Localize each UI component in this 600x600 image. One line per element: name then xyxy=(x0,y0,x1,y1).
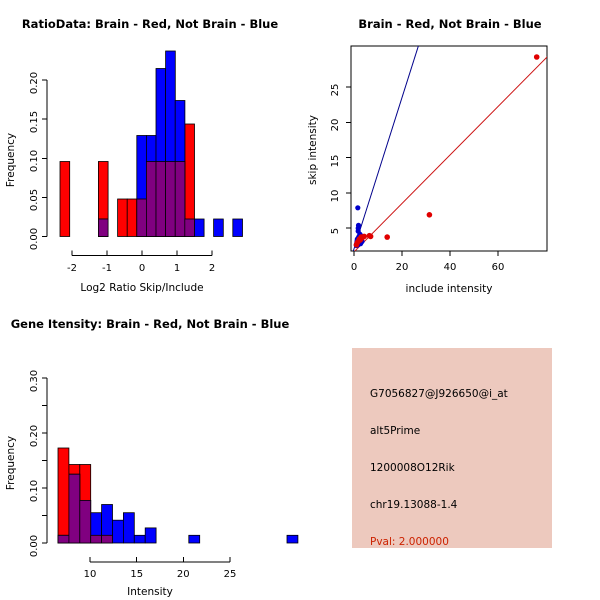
ratio-bars-overlap xyxy=(98,161,195,237)
ratio-histogram-svg: 0.00 0.05 0.10 0.15 0.20 Frequency xyxy=(5,50,243,294)
scatter-points-red xyxy=(353,54,540,248)
xtick-0: 0 xyxy=(139,263,145,274)
gene-xtick-25: 25 xyxy=(224,569,237,580)
xtick-1: 1 xyxy=(174,263,180,274)
scatter-ytick-15: 15 xyxy=(330,155,341,168)
scatter-xtick-20: 20 xyxy=(396,262,409,273)
scatter-xtick-0: 0 xyxy=(351,262,357,273)
scatter-xtick-40: 40 xyxy=(444,262,457,273)
gene-intensity-histogram-title: Gene Itensity: Brain - Red, Not Brain - … xyxy=(10,317,290,331)
ytick-0.00: 0.00 xyxy=(29,228,40,250)
gene-info-panel: G7056827@J926650@i_at alt5Prime 1200008O… xyxy=(300,300,600,600)
ytick-0.15: 0.15 xyxy=(29,111,40,133)
gene-ytick-0.00: 0.00 xyxy=(29,535,40,557)
gene-ytick-0.10: 0.10 xyxy=(29,480,40,502)
gene-intensity-ylabel: Frequency xyxy=(5,436,17,490)
gene-xtick-10: 10 xyxy=(84,569,97,580)
xtick--1: -1 xyxy=(102,263,112,274)
gene-intensity-histogram-svg: 0.00 0.10 0.20 0.30 Frequency xyxy=(5,370,299,598)
ytick-0.20: 0.20 xyxy=(29,72,40,94)
gene-ytick-0.30: 0.30 xyxy=(29,370,40,392)
xtick--2: -2 xyxy=(67,263,77,274)
scatter-ytick-10: 10 xyxy=(330,190,341,203)
gene-info-box: G7056827@J926650@i_at alt5Prime 1200008O… xyxy=(352,348,552,548)
scatter-fit-lines xyxy=(352,46,547,251)
gene-xtick-20: 20 xyxy=(177,569,190,580)
scatter-ytick-25: 25 xyxy=(330,84,341,97)
scatter-ytick-5: 5 xyxy=(330,228,341,234)
ratio-histogram-panel: RatioData: Brain - Red, Not Brain - Blue… xyxy=(0,0,300,300)
gene-xtick-15: 15 xyxy=(130,569,143,580)
info-locus: chr19.13088-1.4 xyxy=(370,499,458,511)
scatter-svg: 5 10 15 20 25 skip intensity xyxy=(307,45,548,295)
scatter-ylabel: skip intensity xyxy=(307,115,319,185)
info-gene-symbol: 1200008O12Rik xyxy=(370,462,455,474)
gene-intensity-histogram-panel: Gene Itensity: Brain - Red, Not Brain - … xyxy=(0,300,300,600)
scatter-title: Brain - Red, Not Brain - Blue xyxy=(358,17,542,31)
scatter-xlabel: include intensity xyxy=(406,283,493,295)
info-pval: Pval: 2.000000 xyxy=(370,536,449,548)
scatter-panel: Brain - Red, Not Brain - Blue 5 10 15 20… xyxy=(300,0,600,300)
xtick-2: 2 xyxy=(209,263,215,274)
ytick-0.05: 0.05 xyxy=(29,189,40,211)
gene-bars-overlap xyxy=(57,473,113,544)
ratio-histogram-xlabel: Log2 Ratio Skip/Include xyxy=(80,282,203,294)
scatter-ytick-20: 20 xyxy=(330,119,341,132)
scatter-xtick-60: 60 xyxy=(492,262,505,273)
gene-intensity-xlabel: Intensity xyxy=(127,586,173,598)
info-event-type: alt5Prime xyxy=(370,425,421,437)
ratio-histogram-title: RatioData: Brain - Red, Not Brain - Blue xyxy=(21,17,279,31)
gene-ytick-0.20: 0.20 xyxy=(29,425,40,447)
ratio-histogram-ylabel: Frequency xyxy=(5,133,17,187)
info-probe-id: G7056827@J926650@i_at xyxy=(370,388,508,400)
ytick-0.10: 0.10 xyxy=(29,150,40,172)
gene-bars-blue xyxy=(57,473,299,544)
